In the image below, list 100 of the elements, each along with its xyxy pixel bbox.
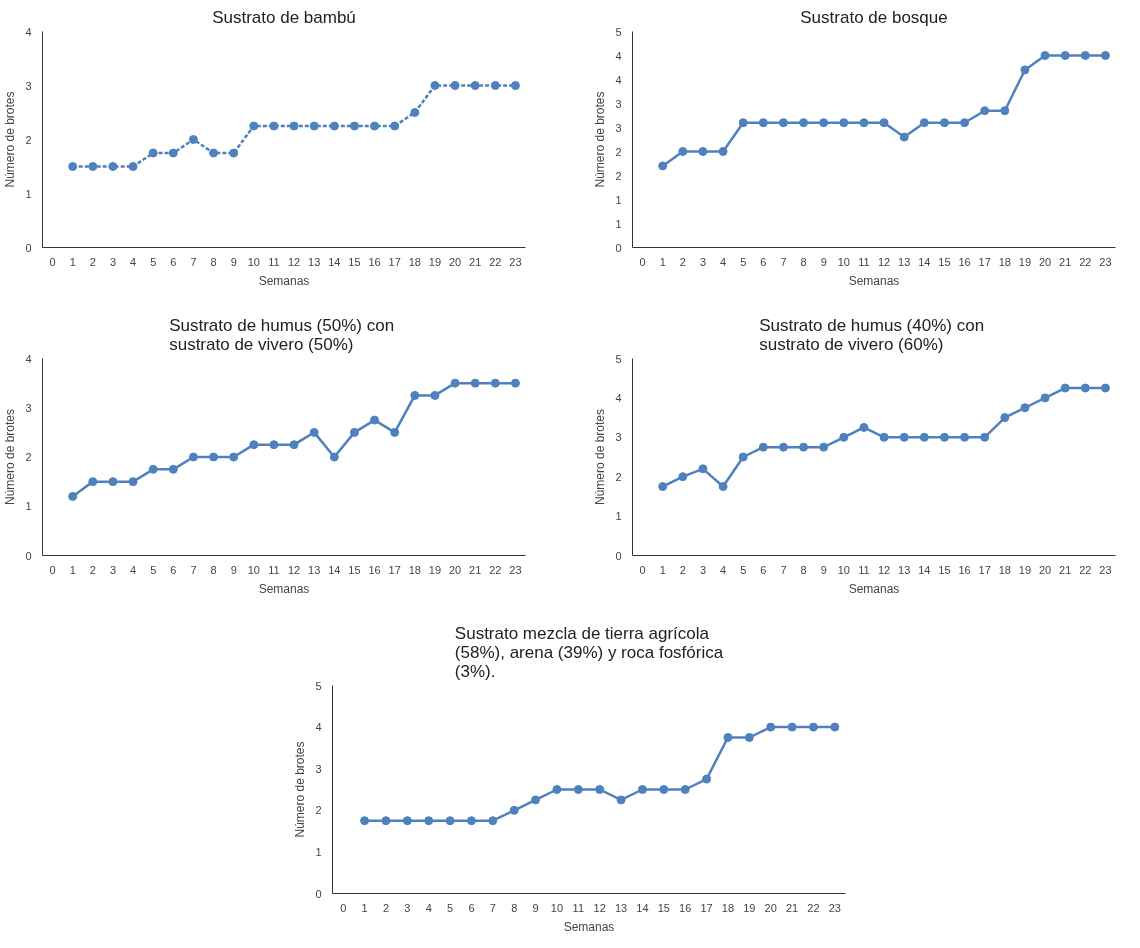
x-tick-label: 21 [785, 901, 799, 914]
x-tick-label: 17 [700, 901, 713, 914]
point [309, 121, 319, 131]
point [830, 722, 840, 732]
x-tick-label: 23 [1099, 563, 1112, 576]
point [450, 378, 460, 388]
x-tick-label: 12 [287, 255, 301, 268]
point [658, 161, 668, 171]
x-tick-label: 4 [720, 563, 727, 576]
x-tick-label: 18 [998, 255, 1011, 268]
point [410, 108, 420, 117]
y-tick-label: 4 [25, 352, 32, 365]
x-tick-label: 11 [858, 563, 870, 576]
point [88, 477, 98, 487]
point [128, 162, 138, 171]
x-tick-label: 2 [89, 255, 96, 268]
point [1000, 413, 1010, 423]
x-tick-label: 18 [721, 901, 735, 914]
point [702, 774, 712, 784]
x-tick-label: 17 [978, 255, 991, 268]
y-axis-title: Número de brotes [593, 408, 608, 506]
x-tick-label: 12 [287, 563, 301, 576]
y-tick-label: 0 [615, 241, 622, 254]
x-tick-label: 14 [918, 255, 931, 268]
x-tick-label: 10 [837, 255, 850, 268]
x-tick-label: 3 [109, 563, 116, 576]
x-tick-label: 21 [469, 255, 482, 268]
y-tick-label: 2 [615, 169, 622, 182]
x-tick-label: 2 [382, 901, 389, 914]
x-tick-label: 20 [764, 901, 777, 914]
point [678, 147, 688, 156]
x-tick-label: 20 [1038, 255, 1052, 268]
y-tick-label: 2 [315, 804, 322, 817]
point [960, 432, 970, 442]
y-axis-title: Número de brotes [293, 741, 308, 838]
point [723, 733, 733, 742]
y-tick-label: 3 [615, 121, 622, 134]
x-tick-label: 14 [918, 563, 931, 576]
x-tick-label: 11 [572, 901, 585, 914]
x-tick-label: 19 [1018, 255, 1032, 268]
point [819, 442, 829, 452]
point [616, 795, 626, 805]
point [960, 118, 970, 128]
y-tick-label: 1 [315, 845, 322, 858]
point [148, 148, 158, 158]
x-tick-label: 18 [998, 563, 1011, 576]
x-tick-label: 10 [247, 563, 260, 576]
point [309, 427, 319, 437]
x-tick-label: 7 [780, 563, 787, 576]
point [879, 432, 889, 442]
y-tick-label: 2 [615, 145, 622, 158]
point [510, 81, 520, 90]
x-tick-label: 2 [679, 563, 686, 576]
x-tick-label: 13 [308, 255, 321, 268]
x-tick-label: 6 [468, 901, 475, 914]
point [168, 464, 178, 474]
y-axis-title: Número de brotes [593, 91, 608, 188]
x-tick-label: 2 [89, 563, 96, 576]
x-tick-label: 8 [511, 901, 518, 914]
x-tick-label: 7 [780, 255, 787, 268]
point [744, 733, 754, 742]
point [718, 147, 728, 156]
point [329, 121, 339, 131]
point [698, 147, 708, 156]
x-tick-label: 22 [1079, 255, 1092, 268]
point [269, 440, 279, 450]
x-tick-label: 1 [69, 255, 76, 268]
point [778, 118, 788, 128]
y-tick-label: 3 [315, 762, 322, 775]
point [766, 722, 776, 732]
point [899, 132, 909, 142]
y-tick-label: 3 [615, 431, 622, 444]
x-tick-label: 19 [428, 255, 442, 268]
x-tick-label: 15 [938, 255, 951, 268]
point [370, 415, 380, 425]
x-tick-label: 15 [938, 563, 951, 576]
point [718, 482, 728, 492]
point [1040, 51, 1050, 60]
point [390, 121, 400, 131]
point [919, 432, 929, 442]
x-tick-label: 22 [807, 901, 820, 914]
x-tick-label: 22 [489, 563, 502, 576]
y-tick-label: 1 [615, 193, 622, 206]
point [799, 442, 809, 452]
x-tick-label: 13 [898, 255, 911, 268]
point [1000, 106, 1010, 116]
x-axis-title: Semanas [258, 273, 310, 288]
point [466, 816, 476, 826]
x-axis-title: Semanas [258, 581, 310, 596]
x-tick-label: 12 [877, 255, 891, 268]
x-tick-label: 23 [1099, 255, 1112, 268]
x-tick-label: 6 [170, 563, 177, 576]
x-tick-label: 17 [388, 255, 401, 268]
point [510, 378, 520, 388]
x-tick-label: 6 [760, 255, 767, 268]
point [450, 81, 460, 90]
point [470, 81, 480, 90]
chart-title: Sustrato de humus (50%) con sustrato de vivero (50%) [169, 315, 395, 354]
point [349, 121, 359, 131]
point [637, 785, 647, 794]
